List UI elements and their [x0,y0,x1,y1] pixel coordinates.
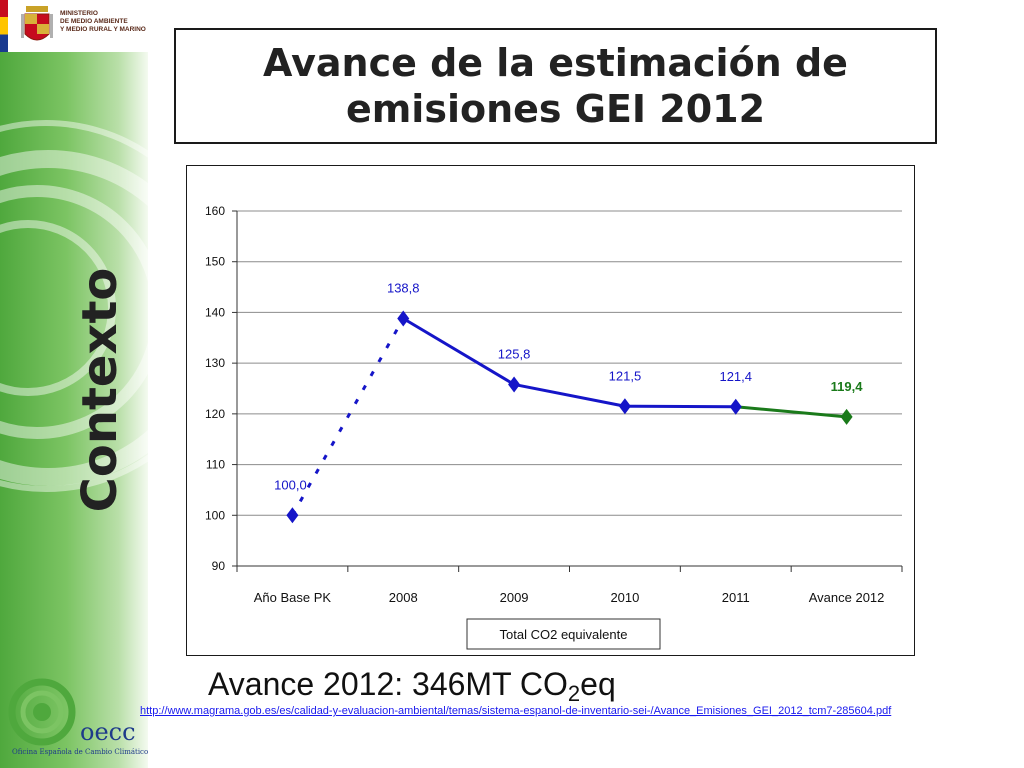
data-point [618,398,631,415]
summary-subscript: 2 [567,681,581,706]
ministry-line-3: Y MEDIO RURAL Y MARINO [60,26,146,33]
emissions-line-chart: 90 100 110 120 130 140 150 160 Año Base PK 2008 20… [205,204,903,650]
y-tick-label: 110 [206,458,225,472]
x-tick-label: 2008 [389,590,418,605]
chart-frame: 90 100 110 120 130 140 150 160 Año Base PK 2008 20… [186,165,915,656]
data-label: 121,5 [609,368,642,383]
section-label: Contexto [72,267,128,513]
y-tick-label: 130 [205,356,225,370]
x-tick-label: Avance 2012 [809,590,885,605]
slide-title: Avance de la estimación de emisiones GEI… [263,40,848,132]
oecc-logo-icon [8,678,76,746]
data-label: 138,8 [387,281,420,296]
slide-title-box: Avance de la estimación de emisiones GEI… [174,28,937,144]
y-tick-label: 100 [205,508,225,522]
data-label: 121,4 [719,369,752,384]
ministry-name: MINISTERIO DE MEDIO AMBIENTE Y MEDIO RUR… [60,10,146,34]
ministry-line-2: DE MEDIO AMBIENTE [60,18,128,25]
x-tick-label: 2010 [610,590,639,605]
data-label: 125,8 [498,346,531,361]
x-tick-label: Año Base PK [254,590,332,605]
y-tick-label: 140 [205,305,225,319]
series-segment [624,404,736,409]
title-line-2: emisiones GEI 2012 [345,87,766,131]
legend-label: Total CO2 equivalente [500,627,628,642]
ministry-logo: MINISTERIO DE MEDIO AMBIENTE Y MEDIO RUR… [0,0,148,52]
ministry-line-1: MINISTERIO [60,10,98,17]
series-segment [513,382,626,408]
data-label: 100,0 [274,477,307,492]
y-tick-label: 90 [212,559,226,573]
title-line-1: Avance de la estimación de [263,41,848,85]
series-segment [735,405,847,419]
y-tick-label: 120 [205,407,225,421]
series-segment [402,317,515,386]
data-point [840,408,853,425]
oecc-logo-text: oecc [80,718,136,746]
x-tick-label: 2011 [722,590,750,605]
x-tick-label: 2009 [500,590,529,605]
data-point [286,507,299,524]
legend-box [466,618,661,650]
summary-text: Avance 2012: 346MT CO2eq [208,666,616,707]
flag-stripe [0,0,8,52]
summary-prefix: Avance 2012: 346MT CO [208,666,568,702]
coat-of-arms-icon [21,6,53,41]
data-label: 119,4 [831,379,864,394]
left-decorative-band [0,0,148,768]
summary-suffix: eq [580,666,616,702]
data-point [397,310,410,327]
y-tick-label: 160 [205,204,225,218]
source-link[interactable]: http://www.magrama.gob.es/es/calidad-y-e… [140,705,892,717]
series-segment [291,317,405,517]
oecc-logo-subtitle: Oficina Española de Cambio Climático [12,748,149,756]
data-point [508,376,521,393]
y-tick-label: 150 [205,255,225,269]
data-point [729,398,742,415]
